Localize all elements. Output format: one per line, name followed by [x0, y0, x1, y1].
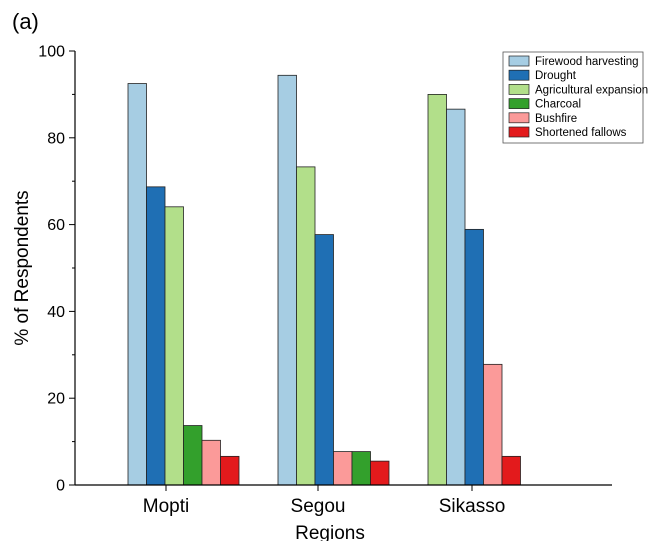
legend-label-bushfire: Bushfire: [535, 113, 577, 125]
bar-segou-firewood-harvesting: [277, 74, 297, 486]
y-tick-label: 100: [38, 44, 65, 61]
x-tick-label-sikasso: Sikasso: [439, 496, 506, 517]
y-tick-label: 40: [47, 304, 65, 321]
legend-label-drought: Drought: [535, 70, 577, 82]
bar-segou-charcoal: [351, 451, 371, 486]
legend-swatch-drought: [508, 69, 530, 81]
legend-label-firewood-harvesting: Firewood harvesting: [535, 56, 639, 68]
legend-label-agricultural-expansion: Agricultural expansion: [535, 84, 648, 96]
y-tick-label: 20: [47, 391, 65, 408]
y-tick-label: 60: [47, 217, 65, 234]
bar-sikasso-drought: [464, 228, 484, 486]
legend-swatch-agricultural-expansion: [508, 84, 530, 95]
legend-label-charcoal: Charcoal: [535, 99, 581, 111]
legend-swatch-firewood-harvesting: [508, 55, 530, 67]
y-tick-label: 80: [47, 130, 65, 147]
bar-sikasso-firewood-harvesting: [446, 108, 466, 486]
bar-mopti-drought: [146, 186, 166, 486]
bar-mopti-firewood-harvesting: [127, 83, 147, 486]
y-axis-title: % of Respondents: [12, 190, 33, 345]
legend-swatch-bushfire: [508, 112, 530, 124]
bar-mopti-shortened-fallows: [220, 455, 240, 486]
y-tick-label: 0: [56, 478, 65, 495]
legend-label-shortened-fallows: Shortened fallows: [535, 127, 627, 139]
panel-label: (a): [12, 9, 39, 34]
legend: Firewood harvesting Drought Agricultural e…: [502, 51, 648, 144]
bar-segou-agricultural-expansion: [296, 166, 316, 486]
bars-layer: [127, 74, 521, 486]
bar-segou-bushfire: [333, 451, 353, 486]
bar-segou-shortened-fallows: [370, 460, 390, 486]
bar-sikasso-bushfire: [483, 363, 503, 486]
bar-sikasso-agricultural-expansion: [427, 94, 447, 486]
axes-layer: 0 20 40 60 80 100 Mopti Segou Sikasso: [38, 44, 612, 517]
bar-sikasso-shortened-fallows: [501, 455, 521, 486]
legend-swatch-shortened-fallows: [508, 126, 530, 138]
bar-mopti-charcoal: [183, 425, 203, 486]
bar-mopti-agricultural-expansion: [164, 206, 184, 486]
x-axis-title: Regions: [295, 523, 365, 541]
bar-segou-drought: [314, 234, 334, 486]
legend-swatch-charcoal: [508, 98, 530, 109]
bar-mopti-bushfire: [201, 439, 221, 486]
x-tick-label-mopti: Mopti: [143, 496, 189, 517]
x-tick-label-segou: Segou: [291, 496, 346, 517]
